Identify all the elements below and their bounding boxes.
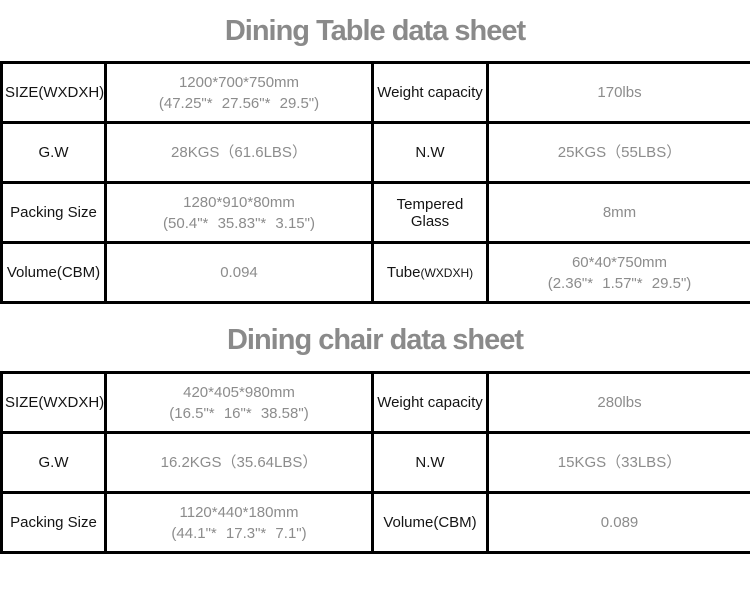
spec-value-volume: 0.089 (486, 491, 750, 554)
table-row: G.W 28KGS（61.6LBS） N.W 25KGS（55LBS） (0, 121, 750, 184)
spec-label-size: SIZE(WXDXH) (0, 61, 107, 124)
spec-value-size: 1200*700*750mm (47.25"* 27.56"* 29.5") (104, 61, 374, 124)
spec-label-net-weight: N.W (371, 121, 489, 184)
spec-value-weight-capacity: 280lbs (486, 371, 750, 434)
product-data-sheet: Dining Table data sheet SIZE(WXDXH) 1200… (0, 15, 750, 554)
chair-sheet-title: Dining chair data sheet (226, 324, 524, 356)
table-row: Packing Size 1280*910*80mm (50.4"* 35.83… (0, 181, 750, 244)
spec-label-weight-capacity: Weight capacity (371, 61, 489, 124)
spec-value-size: 420*405*980mm (16.5"* 16"* 38.58") (104, 371, 374, 434)
spec-label-tube: Tube(WXDXH) (371, 241, 489, 304)
spec-label-gross-weight: G.W (0, 431, 107, 494)
spec-value-packing-size: 1280*910*80mm (50.4"* 35.83"* 3.15") (104, 181, 374, 244)
spec-value-volume: 0.094 (104, 241, 374, 304)
spec-label-packing-size: Packing Size (0, 491, 107, 554)
spec-label-gross-weight: G.W (0, 121, 107, 184)
spec-value-packing-size: 1120*440*180mm (44.1"* 17.3"* 7.1") (104, 491, 374, 554)
spec-value-gross-weight: 28KGS（61.6LBS） (104, 121, 374, 184)
dining-chair-spec-table: SIZE(WXDXH) 420*405*980mm (16.5"* 16"* 3… (0, 371, 750, 554)
spec-label-volume: Volume(CBM) (0, 241, 107, 304)
table-row: G.W 16.2KGS（35.64LBS） N.W 15KGS（33LBS） (0, 431, 750, 494)
table-row: SIZE(WXDXH) 420*405*980mm (16.5"* 16"* 3… (0, 371, 750, 434)
table-row: SIZE(WXDXH) 1200*700*750mm (47.25"* 27.5… (0, 61, 750, 124)
spec-label-weight-capacity: Weight capacity (371, 371, 489, 434)
table-row: Packing Size 1120*440*180mm (44.1"* 17.3… (0, 491, 750, 554)
spec-label-size: SIZE(WXDXH) (0, 371, 107, 434)
spec-label-packing-size: Packing Size (0, 181, 107, 244)
table-row: Volume(CBM) 0.094 Tube(WXDXH) 60*40*750m… (0, 241, 750, 304)
dining-table-spec-table: SIZE(WXDXH) 1200*700*750mm (47.25"* 27.5… (0, 61, 750, 304)
spec-value-tempered-glass: 8mm (486, 181, 750, 244)
spec-value-gross-weight: 16.2KGS（35.64LBS） (104, 431, 374, 494)
spec-value-weight-capacity: 170lbs (486, 61, 750, 124)
spec-value-tube: 60*40*750mm (2.36"* 1.57"* 29.5") (486, 241, 750, 304)
table-sheet-title: Dining Table data sheet (224, 15, 526, 47)
spec-value-net-weight: 15KGS（33LBS） (486, 431, 750, 494)
spec-label-volume: Volume(CBM) (371, 491, 489, 554)
spec-label-net-weight: N.W (371, 431, 489, 494)
spec-label-tempered-glass: Tempered Glass (371, 181, 489, 244)
spec-value-net-weight: 25KGS（55LBS） (486, 121, 750, 184)
